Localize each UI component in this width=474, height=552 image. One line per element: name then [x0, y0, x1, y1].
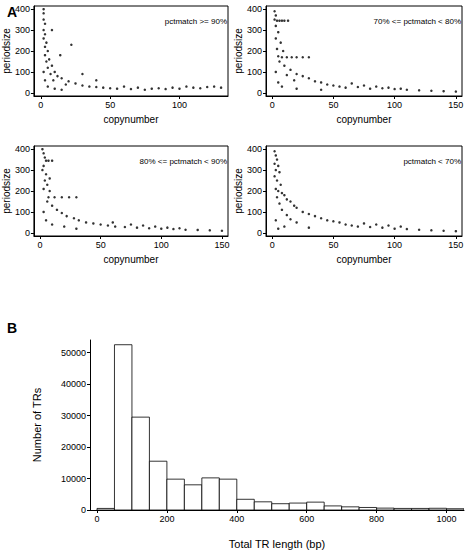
svg-text:Number of TRs: Number of TRs [31, 387, 43, 462]
svg-text:0: 0 [270, 240, 275, 250]
svg-text:300: 300 [247, 165, 262, 175]
svg-text:100: 100 [15, 207, 30, 217]
svg-text:50: 50 [328, 240, 338, 250]
svg-text:50000: 50000 [61, 348, 86, 358]
svg-text:400: 400 [247, 144, 262, 154]
svg-text:B: B [7, 320, 17, 336]
svg-text:periodsize: periodsize [233, 168, 244, 214]
svg-text:100: 100 [387, 240, 402, 250]
svg-text:70% <= pctmatch < 80%: 70% <= pctmatch < 80% [374, 17, 461, 26]
svg-text:100: 100 [247, 207, 262, 217]
svg-text:periodsize: periodsize [1, 28, 12, 74]
svg-text:0: 0 [25, 88, 30, 98]
svg-text:400: 400 [229, 514, 244, 524]
svg-text:200: 200 [247, 46, 262, 56]
svg-text:0: 0 [257, 88, 262, 98]
svg-text:40000: 40000 [61, 379, 86, 389]
svg-text:1000: 1000 [437, 514, 457, 524]
svg-text:copynumber: copynumber [103, 114, 159, 125]
svg-text:80% <= pctmatch < 90%: 80% <= pctmatch < 90% [140, 157, 227, 166]
svg-text:Total TR length (bp): Total TR length (bp) [229, 538, 325, 550]
svg-text:0: 0 [94, 514, 99, 524]
svg-text:200: 200 [159, 514, 174, 524]
svg-text:pctmatch < 70%: pctmatch < 70% [403, 157, 461, 166]
svg-text:200: 200 [247, 186, 262, 196]
svg-text:0: 0 [270, 100, 275, 110]
svg-text:A: A [7, 4, 17, 20]
svg-text:copynumber: copynumber [336, 114, 392, 125]
svg-text:300: 300 [15, 25, 30, 35]
svg-text:100: 100 [387, 100, 402, 110]
svg-text:30000: 30000 [61, 411, 86, 421]
svg-text:0: 0 [257, 228, 262, 238]
svg-text:150: 150 [448, 100, 463, 110]
svg-text:copynumber: copynumber [336, 254, 392, 265]
svg-text:150: 150 [448, 240, 463, 250]
svg-text:0: 0 [81, 505, 86, 515]
svg-text:20000: 20000 [61, 442, 86, 452]
svg-text:0: 0 [37, 240, 42, 250]
svg-text:100: 100 [172, 100, 187, 110]
svg-text:600: 600 [299, 514, 314, 524]
svg-text:10000: 10000 [61, 474, 86, 484]
svg-text:pctmatch >= 90%: pctmatch >= 90% [165, 17, 227, 26]
svg-text:copynumber: copynumber [103, 254, 159, 265]
svg-text:400: 400 [15, 4, 30, 14]
svg-text:300: 300 [247, 25, 262, 35]
svg-text:50: 50 [96, 240, 106, 250]
svg-text:800: 800 [369, 514, 384, 524]
svg-text:300: 300 [15, 165, 30, 175]
svg-text:periodsize: periodsize [1, 168, 12, 214]
svg-text:150: 150 [214, 240, 229, 250]
svg-text:0: 0 [25, 228, 30, 238]
svg-text:100: 100 [154, 240, 169, 250]
svg-text:400: 400 [15, 144, 30, 154]
svg-text:200: 200 [15, 46, 30, 56]
svg-text:200: 200 [15, 186, 30, 196]
svg-text:0: 0 [38, 100, 43, 110]
svg-text:50: 50 [105, 100, 115, 110]
svg-text:periodsize: periodsize [233, 28, 244, 74]
svg-text:100: 100 [247, 67, 262, 77]
svg-text:100: 100 [15, 67, 30, 77]
svg-text:50: 50 [328, 100, 338, 110]
svg-text:400: 400 [247, 4, 262, 14]
